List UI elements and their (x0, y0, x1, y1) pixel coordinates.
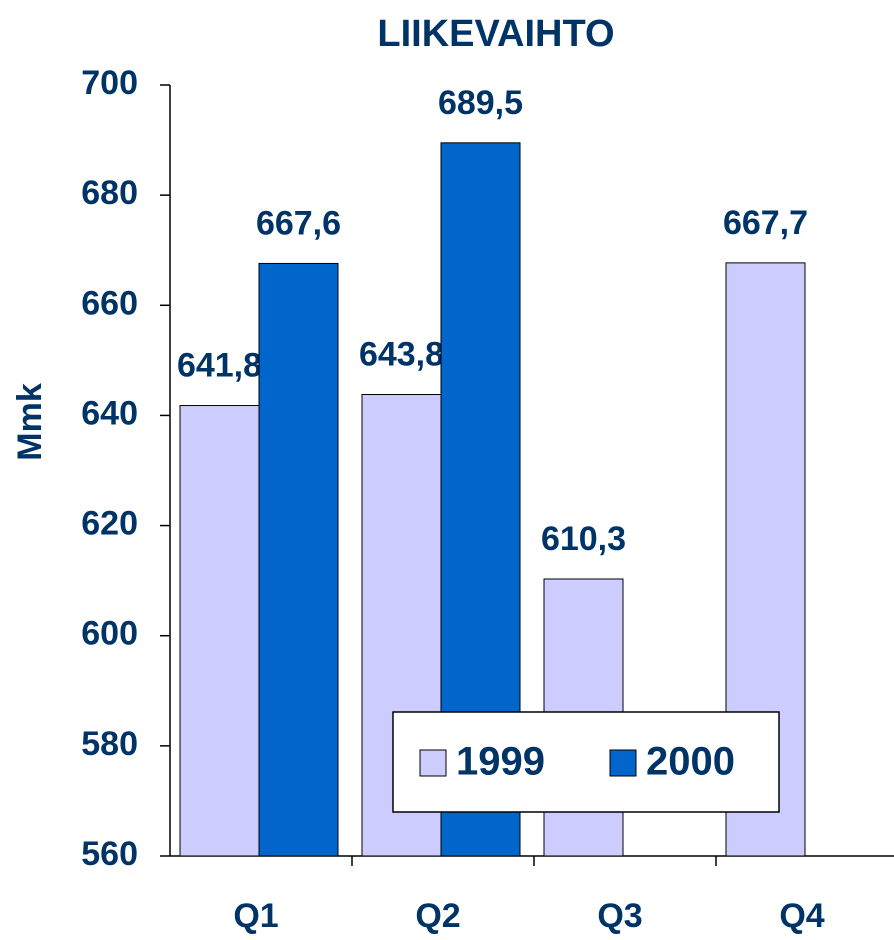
y-tick-label: 620 (81, 505, 138, 543)
legend-swatch (419, 749, 447, 777)
legend-box (392, 711, 780, 813)
legend-label: 1999 (456, 740, 545, 784)
y-tick-label: 580 (81, 725, 138, 763)
data-label: 667,6 (256, 204, 341, 242)
legend: 1999 2000 (392, 711, 780, 813)
bar (179, 405, 260, 857)
y-axis-label: Mmk (11, 383, 49, 461)
y-tick-label: 600 (81, 615, 138, 653)
x-tick-label: Q2 (415, 897, 460, 935)
data-label: 610,3 (541, 520, 626, 558)
chart-title: LIIKEVAIHTO (377, 13, 614, 55)
data-label: 667,7 (723, 204, 808, 242)
x-tick-label: Q4 (779, 897, 824, 935)
data-label: 641,8 (177, 347, 262, 385)
y-tick-label: 660 (81, 284, 138, 322)
y-tick-label: 700 (81, 64, 138, 102)
legend-label: 2000 (646, 740, 735, 784)
data-label: 689,5 (438, 84, 523, 122)
bar (258, 262, 339, 857)
x-tick-label: Q3 (597, 897, 642, 935)
legend-swatch (609, 749, 637, 777)
data-label: 643,8 (359, 335, 444, 373)
y-tick-label: 560 (81, 835, 138, 873)
x-tick-label: Q1 (233, 897, 278, 935)
y-tick-label: 680 (81, 174, 138, 212)
y-tick-label: 640 (81, 394, 138, 432)
